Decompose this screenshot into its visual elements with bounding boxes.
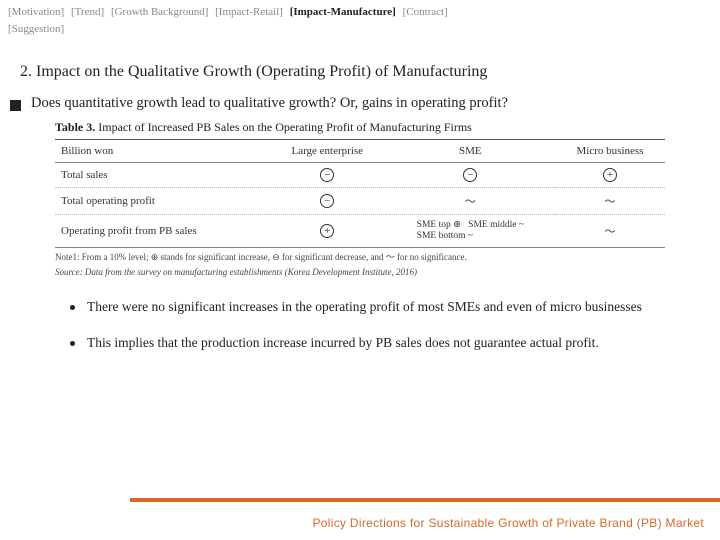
footer-text: Policy Directions for Sustainable Growth… [312, 516, 704, 530]
square-bullet-icon [10, 100, 21, 111]
tab-suggestion[interactable]: [Suggestion] [8, 23, 64, 35]
row-label: Total operating profit [55, 188, 269, 215]
question-text: Does quantitative growth lead to qualita… [31, 95, 508, 112]
col-micro-business: Micro business [555, 140, 665, 163]
tab-motivation[interactable]: [Motivation] [8, 6, 64, 18]
col-billion-won: Billion won [55, 140, 269, 163]
bullet-list: There were no significant increases in t… [70, 294, 680, 355]
accent-bar [130, 498, 720, 502]
table-container: Table 3. Impact of Increased PB Sales on… [55, 120, 665, 278]
footer: Policy Directions for Sustainable Growth… [0, 498, 720, 540]
row-label: Operating profit from PB sales [55, 215, 269, 248]
table-cell: + [555, 163, 665, 188]
table-cell: + [269, 215, 386, 248]
table-source: Source: Data from the survey on manufact… [55, 266, 665, 278]
table-title-text: Impact of Increased PB Sales on the Oper… [95, 120, 472, 134]
bullet-text-2: This implies that the production increas… [87, 330, 599, 356]
bullet-item: There were no significant increases in t… [70, 294, 680, 320]
tab-contract[interactable]: [Contract] [403, 6, 448, 18]
nav-tabs: [Motivation] [Trend] [Growth Background]… [0, 0, 720, 39]
impact-table: Billion won Large enterprise SME Micro b… [55, 139, 665, 248]
table-row: Total sales−−+ [55, 163, 665, 188]
table-row: Operating profit from PB sales+SME top ⊕… [55, 215, 665, 248]
tab-growth-background[interactable]: [Growth Background] [111, 6, 208, 18]
dot-icon [70, 305, 75, 310]
tab-trend[interactable]: [Trend] [71, 6, 104, 18]
col-large-enterprise: Large enterprise [269, 140, 386, 163]
tab-impact-retail[interactable]: [Impact-Retail] [215, 6, 283, 18]
table-cell: ～ [386, 188, 555, 215]
table-cell: − [269, 188, 386, 215]
table-cell: SME top ⊕ SME middle ~SME bottom ~ [386, 215, 555, 248]
question-row: Does quantitative growth lead to qualita… [10, 95, 700, 112]
table-number: Table 3. [55, 120, 95, 134]
col-sme: SME [386, 140, 555, 163]
table-title: Table 3. Impact of Increased PB Sales on… [55, 120, 665, 135]
section-heading: 2. Impact on the Qualitative Growth (Ope… [20, 63, 700, 81]
table-cell: − [269, 163, 386, 188]
tab-impact-manufacture[interactable]: [Impact-Manufacture] [290, 6, 396, 18]
table-cell: − [386, 163, 555, 188]
bullet-text-1: There were no significant increases in t… [87, 294, 642, 320]
dot-icon [70, 341, 75, 346]
bullet-item: This implies that the production increas… [70, 330, 680, 356]
row-label: Total sales [55, 163, 269, 188]
table-row: Total operating profit−～～ [55, 188, 665, 215]
table-cell: ～ [555, 188, 665, 215]
table-header-row: Billion won Large enterprise SME Micro b… [55, 140, 665, 163]
table-note1: Note1: From a 10% level; ⊕ stands for si… [55, 251, 665, 263]
table-cell: ～ [555, 215, 665, 248]
